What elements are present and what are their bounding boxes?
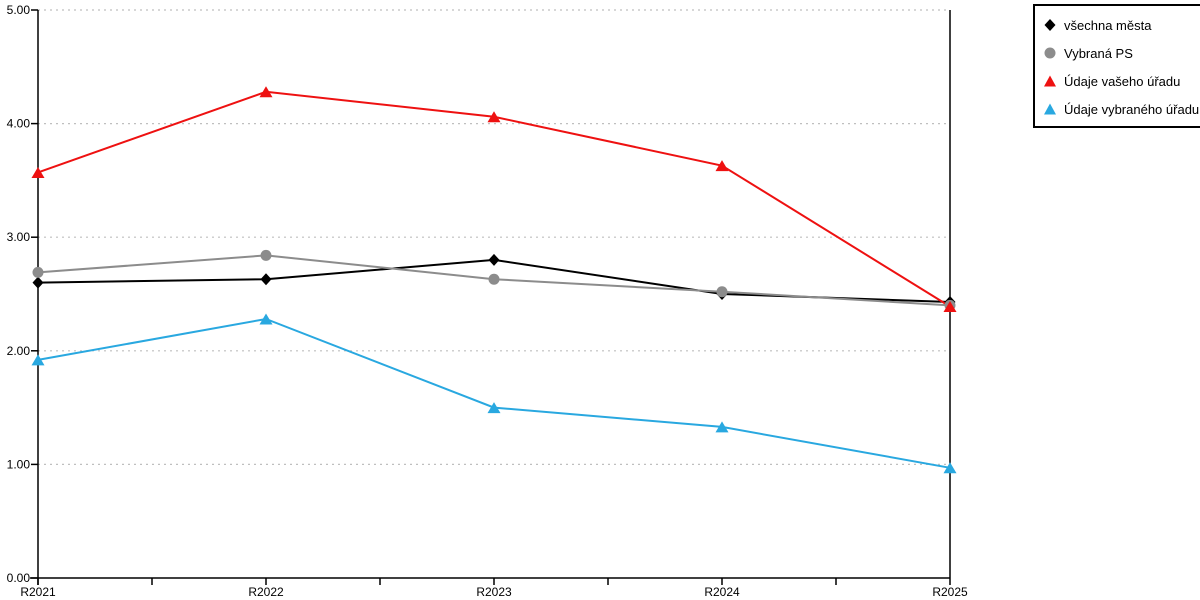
legend-label: Vybraná PS [1064,45,1133,61]
y-tick-label: 5.00 [7,3,31,17]
legend-label: Údaje vašeho úřadu [1064,73,1181,89]
marker-diamond [32,276,44,289]
x-tick-label: R2023 [476,585,512,599]
y-tick-label: 3.00 [7,230,31,244]
diamond-marker-icon [1044,19,1056,31]
series-line [37,317,951,469]
triangle-marker-icon [1044,75,1056,87]
legend-label: všechna města [1064,17,1152,33]
y-tick-label: 1.00 [7,457,31,471]
legend-item-udaje-vybraneho-uradu: Údaje vybraného úřadu [1043,95,1200,123]
marker-circle [32,266,44,278]
triangle-marker-icon [1044,103,1056,115]
marker-triangle [487,402,501,414]
legend-item-vsechna-mesta: všechna města [1043,11,1200,39]
y-tick-label: 0.00 [7,571,31,585]
marker-triangle [715,421,729,433]
marker-triangle [259,86,273,98]
x-tick-label: R2021 [20,585,56,599]
marker-triangle [943,300,957,312]
legend: všechna města Vybraná PS Údaje vašeho úř… [1033,4,1200,128]
y-tick-label: 4.00 [7,117,31,131]
marker-triangle [715,160,729,172]
circle-marker-icon [1044,47,1056,59]
marker-circle [260,249,272,261]
x-tick-label: R2022 [248,585,284,599]
legend-item-udaje-vaseho-uradu: Údaje vašeho úřadu [1043,67,1200,95]
marker-diamond [260,273,272,286]
x-tick-label: R2025 [932,585,968,599]
marker-triangle [943,462,957,474]
y-tick-label: 2.00 [7,344,31,358]
marker-triangle [31,166,45,178]
marker-diamond [488,253,500,266]
legend-label: Údaje vybraného úřadu [1064,101,1200,117]
x-tick-label: R2024 [704,585,740,599]
marker-triangle [259,313,273,325]
legend-item-vybrana-ps: Vybraná PS [1043,39,1200,67]
marker-triangle [31,354,45,366]
marker-triangle [487,111,501,123]
marker-circle [716,286,728,298]
marker-circle [488,273,500,285]
